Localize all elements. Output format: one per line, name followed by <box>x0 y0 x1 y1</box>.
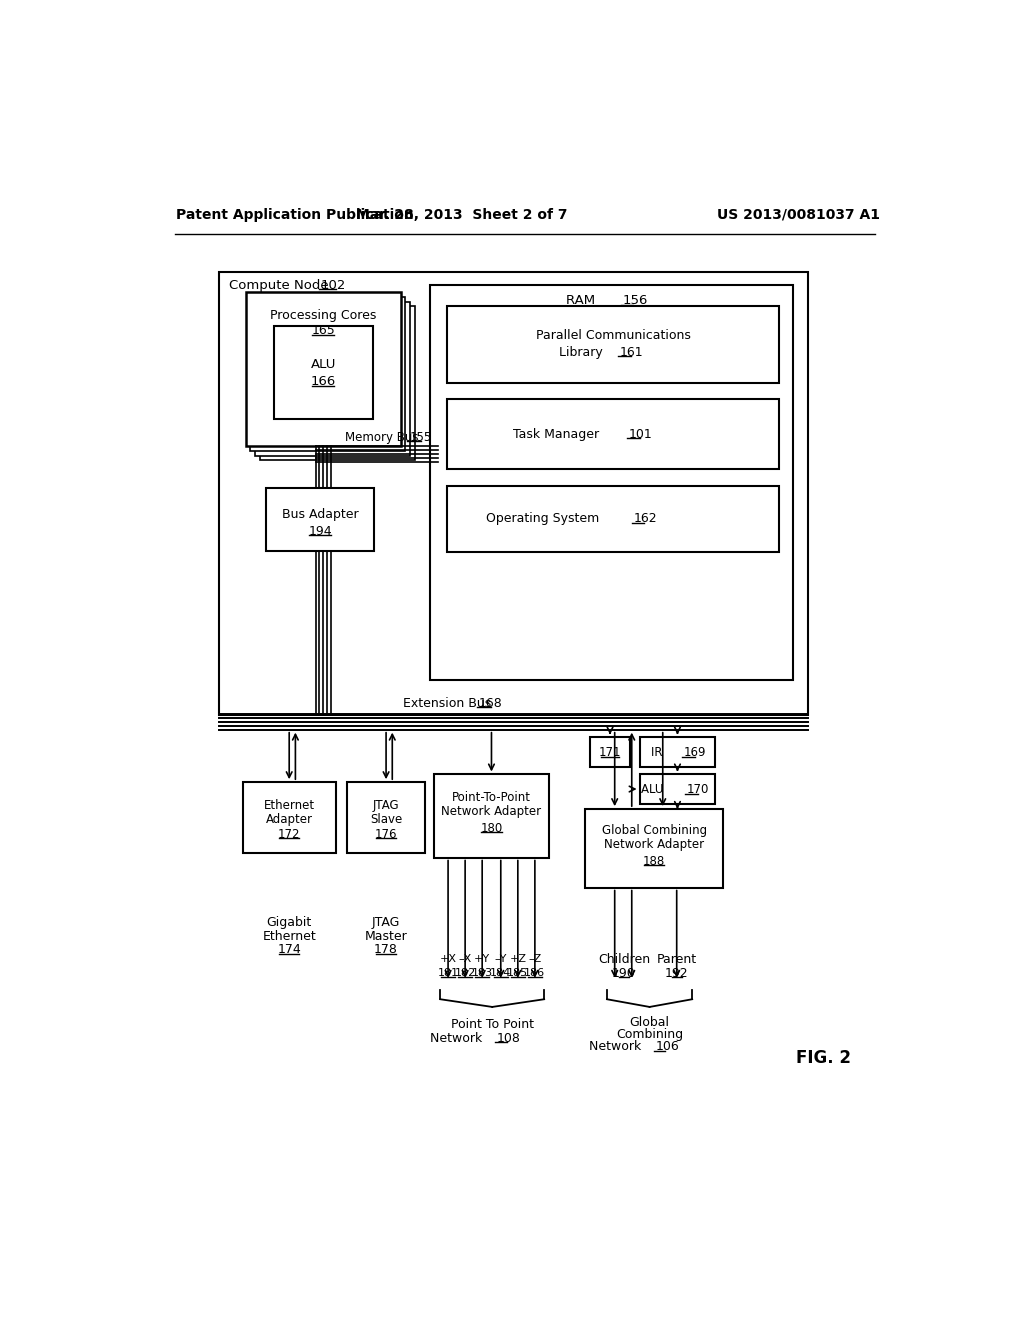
Text: JTAG: JTAG <box>372 916 400 929</box>
Bar <box>255 302 410 455</box>
Bar <box>434 775 549 858</box>
Text: 192: 192 <box>665 966 688 979</box>
Text: +Y: +Y <box>474 954 490 964</box>
Text: 188: 188 <box>643 855 666 869</box>
Text: Ethernet: Ethernet <box>262 929 316 942</box>
Text: Global Combining: Global Combining <box>602 824 707 837</box>
Text: Network Adapter: Network Adapter <box>604 838 705 851</box>
Text: 178: 178 <box>374 944 398 957</box>
Bar <box>586 809 723 887</box>
Text: 169: 169 <box>684 746 707 759</box>
Text: Bus Adapter: Bus Adapter <box>282 508 358 521</box>
Text: US 2013/0081037 A1: US 2013/0081037 A1 <box>717 207 880 222</box>
Bar <box>447 486 779 552</box>
Text: 182: 182 <box>455 968 476 978</box>
Text: Network: Network <box>430 1032 486 1045</box>
Text: Task Manager: Task Manager <box>513 428 607 441</box>
Bar <box>640 775 716 804</box>
Text: 106: 106 <box>655 1040 680 1053</box>
Text: ALU: ALU <box>310 358 336 371</box>
Text: Children: Children <box>598 953 650 966</box>
Text: Memory Bus: Memory Bus <box>345 430 422 444</box>
Bar <box>243 781 336 853</box>
Text: Point-To-Point: Point-To-Point <box>452 791 531 804</box>
Text: 168: 168 <box>479 697 503 710</box>
Bar <box>590 738 630 767</box>
Text: RAM: RAM <box>566 294 604 308</box>
Text: Parent: Parent <box>656 953 696 966</box>
Text: 102: 102 <box>321 279 345 292</box>
Text: Network Adapter: Network Adapter <box>441 805 542 818</box>
Text: 176: 176 <box>375 828 397 841</box>
Bar <box>430 285 793 680</box>
Text: 190: 190 <box>612 966 636 979</box>
Text: 174: 174 <box>278 944 301 957</box>
Text: 161: 161 <box>620 346 643 359</box>
Text: 171: 171 <box>599 746 622 759</box>
Text: Master: Master <box>365 929 408 942</box>
Text: –Z: –Z <box>528 954 542 964</box>
Text: 186: 186 <box>524 968 546 978</box>
Text: 170: 170 <box>687 783 710 796</box>
Text: +X: +X <box>439 954 457 964</box>
Text: Patent Application Publication: Patent Application Publication <box>176 207 414 222</box>
Text: Combining: Combining <box>616 1028 683 1041</box>
Text: Point To Point: Point To Point <box>451 1018 534 1031</box>
Text: FIG. 2: FIG. 2 <box>796 1049 851 1067</box>
Bar <box>347 781 425 853</box>
Text: JTAG: JTAG <box>373 799 399 812</box>
Text: 185: 185 <box>507 968 528 978</box>
Text: Extension Bus: Extension Bus <box>403 697 496 710</box>
Text: 165: 165 <box>311 325 335 338</box>
Text: 184: 184 <box>490 968 511 978</box>
Bar <box>640 738 716 767</box>
Text: Gigabit: Gigabit <box>266 916 312 929</box>
Text: Parallel Communications: Parallel Communications <box>536 329 690 342</box>
Text: Slave: Slave <box>370 813 402 825</box>
Bar <box>260 306 415 461</box>
Text: –Y: –Y <box>495 954 507 964</box>
Text: +Z: +Z <box>509 954 526 964</box>
Text: ALU: ALU <box>641 783 672 796</box>
Text: 180: 180 <box>480 822 503 834</box>
Bar <box>251 297 406 451</box>
Text: Ethernet: Ethernet <box>263 799 314 812</box>
Text: 166: 166 <box>310 375 336 388</box>
Text: Compute Node: Compute Node <box>228 279 337 292</box>
Text: 162: 162 <box>633 512 657 525</box>
Text: 194: 194 <box>308 524 332 537</box>
Text: 172: 172 <box>278 828 300 841</box>
Text: 108: 108 <box>497 1032 521 1045</box>
Text: IR: IR <box>650 746 670 759</box>
Text: 155: 155 <box>410 430 431 444</box>
Text: Library: Library <box>559 346 607 359</box>
Text: 181: 181 <box>437 968 459 978</box>
Text: –X: –X <box>459 954 472 964</box>
Text: Network: Network <box>589 1040 645 1053</box>
Bar <box>273 326 373 418</box>
Text: Operating System: Operating System <box>485 512 607 525</box>
Bar <box>447 306 779 383</box>
Bar <box>447 399 779 470</box>
Text: Processing Cores: Processing Cores <box>270 309 377 322</box>
Text: Global: Global <box>630 1016 670 1028</box>
Text: 101: 101 <box>629 428 652 441</box>
Text: Adapter: Adapter <box>265 813 312 825</box>
Text: Mar. 28, 2013  Sheet 2 of 7: Mar. 28, 2013 Sheet 2 of 7 <box>355 207 567 222</box>
Bar <box>246 293 400 446</box>
Text: 183: 183 <box>472 968 493 978</box>
Text: 156: 156 <box>623 294 648 308</box>
Bar <box>266 488 375 552</box>
Bar <box>219 272 809 715</box>
